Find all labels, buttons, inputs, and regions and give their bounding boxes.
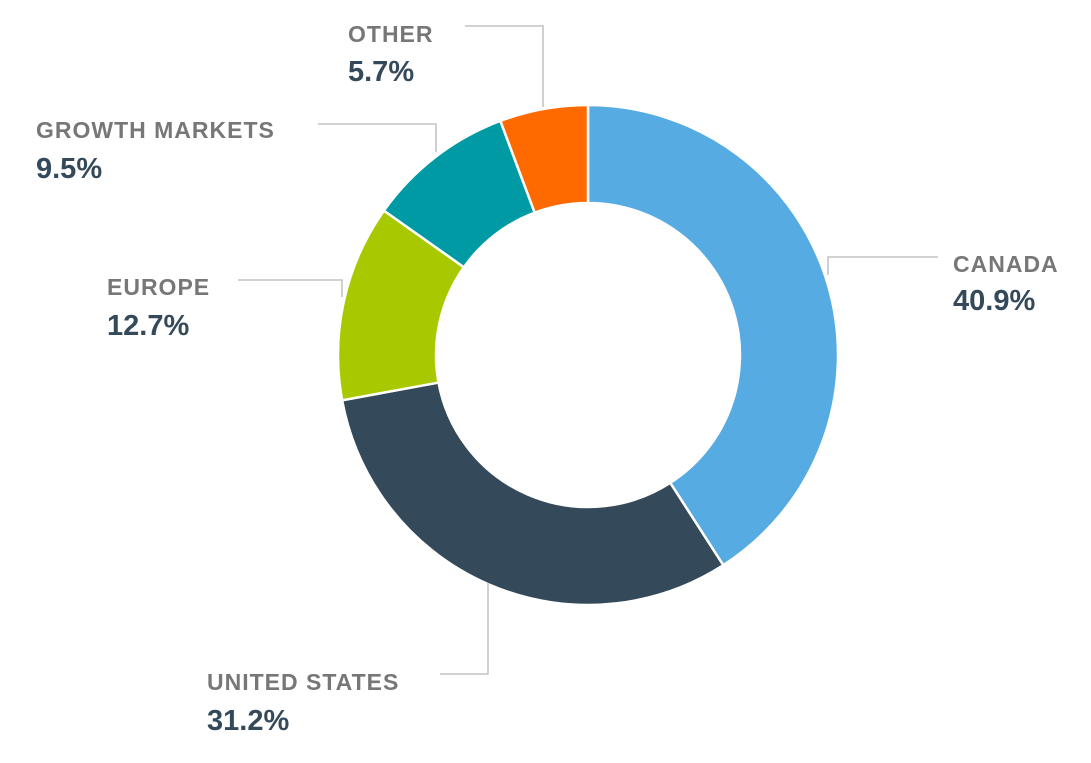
leader-line-europe: [238, 279, 343, 297]
label-other: OTHER 5.7%: [348, 21, 434, 88]
leader-line-canada: [827, 256, 938, 275]
leader-lines: [238, 25, 938, 675]
leader-line-other: [465, 25, 544, 107]
slice-value-canada: 40.9%: [953, 285, 1035, 317]
slice-other: [498, 103, 590, 215]
leader-line-growth-markets: [318, 123, 437, 152]
slice-label-united-states: UNITED STATES: [207, 669, 399, 695]
slice-united-states: [340, 381, 726, 607]
label-canada: CANADA 40.9%: [953, 251, 1059, 317]
slice-value-other: 5.7%: [348, 56, 414, 88]
donut-slices: [336, 103, 840, 607]
label-growth-markets: GROWTH MARKETS 9.5%: [36, 117, 275, 185]
slice-label-canada: CANADA: [953, 251, 1059, 277]
slice-value-united-states: 31.2%: [207, 705, 289, 737]
slice-label-europe: EUROPE: [107, 274, 210, 300]
slice-canada: [586, 103, 840, 567]
label-europe: EUROPE 12.7%: [107, 274, 210, 342]
slice-value-growth-markets: 9.5%: [36, 153, 102, 185]
slice-label-other: OTHER: [348, 21, 434, 47]
leader-line-united-states: [440, 583, 489, 675]
slice-value-europe: 12.7%: [107, 310, 189, 342]
slice-label-growth-markets: GROWTH MARKETS: [36, 117, 275, 143]
label-united-states: UNITED STATES 31.2%: [207, 669, 399, 737]
